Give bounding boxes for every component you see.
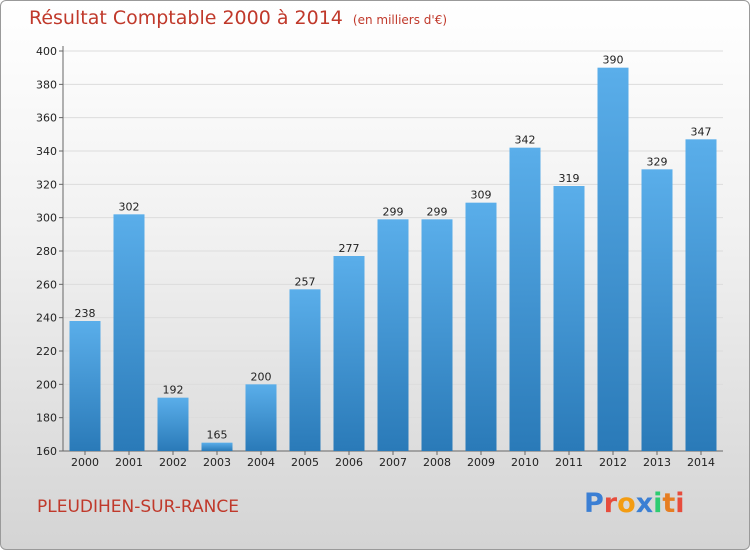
y-tick-label: 340 [36, 145, 57, 158]
y-tick-label: 300 [36, 212, 57, 225]
data-label: 238 [75, 307, 96, 320]
proxiti-logo: Proxiti [584, 488, 685, 519]
bar [113, 214, 145, 451]
chart-title: Résultat Comptable 2000 à 2014 (en millie… [29, 7, 447, 29]
data-label: 302 [119, 200, 140, 213]
data-label: 347 [691, 125, 712, 138]
x-tick-label: 2008 [423, 456, 451, 469]
y-tick-label: 320 [36, 178, 57, 191]
title-unit: (en milliers d'€) [352, 13, 448, 27]
bar [245, 384, 277, 451]
y-tick-label: 360 [36, 112, 57, 125]
x-tick-label: 2002 [159, 456, 187, 469]
x-tick-label: 2013 [643, 456, 671, 469]
data-label: 390 [603, 54, 624, 67]
data-label: 319 [559, 172, 580, 185]
x-tick-label: 2006 [335, 456, 363, 469]
x-tick-label: 2009 [467, 456, 495, 469]
bar [465, 202, 497, 451]
y-tick-label: 280 [36, 245, 57, 258]
x-tick-label: 2011 [555, 456, 583, 469]
bar [333, 256, 365, 451]
x-tick-label: 2001 [115, 456, 143, 469]
data-label: 342 [515, 134, 536, 147]
y-tick-labels: 160 180 200 220 240 260 280 300 320 340 360 380 400 [36, 45, 57, 458]
data-label: 192 [163, 384, 184, 397]
y-tick-label: 200 [36, 378, 57, 391]
bar [597, 67, 629, 452]
x-tick-label: 2000 [71, 456, 99, 469]
x-tick-label: 2010 [511, 456, 539, 469]
data-label: 200 [251, 370, 272, 383]
logo-letter: t [662, 488, 676, 519]
data-label: 299 [427, 205, 448, 218]
data-label: 309 [471, 189, 492, 202]
y-tick-label: 180 [36, 412, 57, 425]
data-label: 329 [647, 155, 668, 168]
y-tick-label: 240 [36, 312, 57, 325]
x-tick-label: 2003 [203, 456, 231, 469]
logo-letter: P [584, 488, 604, 519]
bar [377, 219, 409, 451]
bars [69, 67, 717, 452]
logo-letter: r [603, 488, 618, 519]
logo-letter: i [653, 488, 663, 519]
data-label: 299 [383, 205, 404, 218]
x-tick-label: 2014 [687, 456, 715, 469]
logo-letter: o [617, 488, 636, 519]
bar [509, 147, 541, 451]
x-tick-label: 2004 [247, 456, 275, 469]
title-text: Résultat Comptable 2000 à 2014 [29, 7, 343, 29]
bar [553, 186, 585, 451]
y-tick-label: 380 [36, 78, 57, 91]
logo-letter: x [635, 488, 654, 519]
bar [201, 442, 233, 451]
x-tick-labels: 2000 2001 2002 2003 2004 2005 2006 2007 2008 2009… [71, 456, 715, 469]
y-tick-label: 220 [36, 345, 57, 358]
data-label: 277 [339, 242, 360, 255]
bar [421, 219, 453, 451]
bar [641, 169, 673, 452]
bar [157, 397, 189, 451]
bar [289, 289, 321, 451]
bar [685, 139, 717, 452]
x-tick-label: 2005 [291, 456, 319, 469]
y-tick-label: 260 [36, 278, 57, 291]
x-tick-label: 2012 [599, 456, 627, 469]
data-labels: 238 302 192 165 200 257 277 299 299 309 342 319 390 3… [75, 54, 712, 442]
commune-name: PLEUDIHEN-SUR-RANCE [37, 497, 239, 517]
y-tick-label: 160 [36, 445, 57, 458]
logo-letter: i [675, 488, 685, 519]
y-tick-label: 400 [36, 45, 57, 58]
data-label: 257 [295, 275, 316, 288]
bar [69, 321, 101, 451]
data-label: 165 [207, 429, 228, 442]
x-tick-label: 2007 [379, 456, 407, 469]
